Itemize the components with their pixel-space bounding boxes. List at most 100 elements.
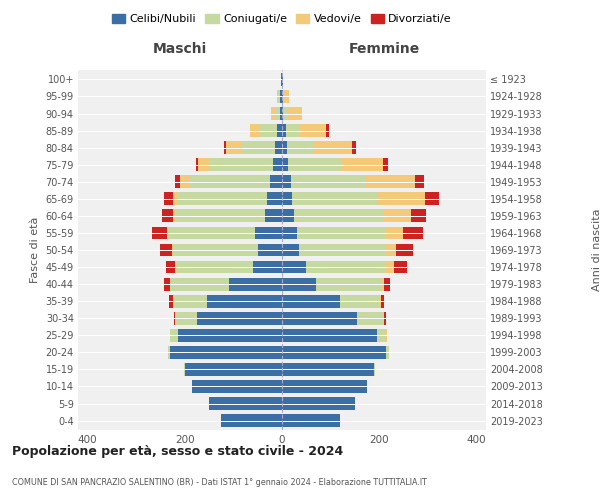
Bar <box>326 124 329 137</box>
Bar <box>207 295 282 308</box>
Bar <box>173 295 207 308</box>
Bar <box>180 176 190 188</box>
Bar <box>169 295 173 308</box>
Bar <box>160 244 172 256</box>
Bar <box>253 260 282 274</box>
Bar <box>168 226 255 239</box>
Bar <box>178 192 268 205</box>
Bar <box>379 295 380 308</box>
Bar <box>172 244 173 256</box>
Bar <box>341 158 383 171</box>
Bar <box>282 363 374 376</box>
Bar <box>173 312 175 324</box>
Bar <box>384 278 390 290</box>
Bar <box>166 260 175 274</box>
Bar <box>380 295 385 308</box>
Bar <box>282 397 355 410</box>
Bar <box>425 192 439 205</box>
Bar <box>170 278 229 290</box>
Bar <box>382 278 384 290</box>
Bar <box>273 158 282 171</box>
Bar <box>173 244 258 256</box>
Bar <box>314 141 352 154</box>
Bar <box>241 141 275 154</box>
Bar <box>282 107 283 120</box>
Bar <box>173 192 178 205</box>
Bar <box>278 90 280 103</box>
Bar <box>210 158 273 171</box>
Bar <box>255 226 282 239</box>
Bar <box>403 226 423 239</box>
Bar <box>282 210 294 222</box>
Bar <box>170 346 282 359</box>
Bar <box>271 107 276 120</box>
Bar <box>196 158 198 171</box>
Bar <box>288 158 341 171</box>
Text: Femmine: Femmine <box>349 42 419 56</box>
Bar <box>386 346 389 359</box>
Bar <box>168 346 170 359</box>
Bar <box>282 158 288 171</box>
Bar <box>277 124 282 137</box>
Bar <box>258 244 282 256</box>
Bar <box>286 124 299 137</box>
Text: COMUNE DI SAN PANCRAZIO SALENTINO (BR) - Dati ISTAT 1° gennaio 2024 - Elaborazio: COMUNE DI SAN PANCRAZIO SALENTINO (BR) -… <box>12 478 427 487</box>
Bar <box>282 260 306 274</box>
Bar <box>292 192 377 205</box>
Bar <box>386 226 403 239</box>
Bar <box>411 210 426 222</box>
Bar <box>283 90 284 103</box>
Bar <box>192 380 282 393</box>
Bar <box>296 226 386 239</box>
Bar <box>386 260 394 274</box>
Bar <box>394 260 407 274</box>
Bar <box>280 107 282 120</box>
Text: Maschi: Maschi <box>153 42 207 56</box>
Bar <box>282 124 286 137</box>
Bar <box>229 278 282 290</box>
Bar <box>282 278 316 290</box>
Bar <box>209 397 282 410</box>
Bar <box>197 312 282 324</box>
Bar <box>291 176 366 188</box>
Bar <box>383 158 388 171</box>
Bar <box>190 176 270 188</box>
Text: Popolazione per età, sesso e stato civile - 2024: Popolazione per età, sesso e stato civil… <box>12 445 343 458</box>
Bar <box>175 260 253 274</box>
Bar <box>178 329 282 342</box>
Bar <box>282 414 340 427</box>
Bar <box>282 192 292 205</box>
Y-axis label: Anni di nascita: Anni di nascita <box>592 209 600 291</box>
Bar <box>287 141 314 154</box>
Bar <box>280 90 282 103</box>
Bar <box>284 90 289 103</box>
Bar <box>316 278 382 290</box>
Bar <box>340 295 379 308</box>
Bar <box>385 312 386 324</box>
Bar <box>282 346 386 359</box>
Bar <box>167 226 168 239</box>
Bar <box>277 90 278 103</box>
Bar <box>306 260 386 274</box>
Bar <box>299 244 386 256</box>
Bar <box>270 176 282 188</box>
Bar <box>282 329 377 342</box>
Bar <box>268 192 282 205</box>
Bar <box>175 176 180 188</box>
Bar <box>152 226 167 239</box>
Bar <box>377 192 425 205</box>
Bar <box>260 124 277 137</box>
Bar <box>185 363 282 376</box>
Bar <box>282 90 283 103</box>
Bar <box>282 226 296 239</box>
Bar <box>265 210 282 222</box>
Bar <box>386 244 396 256</box>
Bar <box>221 414 282 427</box>
Bar <box>366 176 415 188</box>
Bar <box>162 210 173 222</box>
Bar <box>282 380 367 393</box>
Bar <box>282 295 340 308</box>
Bar <box>415 176 424 188</box>
Bar <box>282 244 299 256</box>
Bar <box>282 176 291 188</box>
